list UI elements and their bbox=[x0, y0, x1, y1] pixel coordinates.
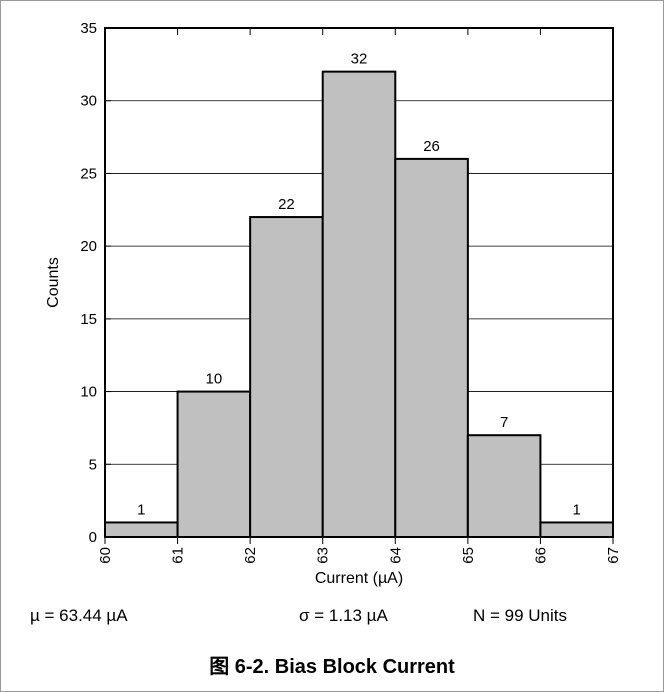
y-tick-label: 10 bbox=[80, 384, 97, 401]
bar-value-label: 1 bbox=[137, 501, 145, 518]
x-tick-label: 62 bbox=[242, 547, 259, 564]
histogram-bar bbox=[321, 70, 397, 538]
bar-value-label: 22 bbox=[278, 196, 295, 213]
plot-border bbox=[104, 27, 614, 538]
x-tick-label: 67 bbox=[605, 547, 622, 564]
x-tick-label: 60 bbox=[97, 547, 114, 564]
x-tick-label: 61 bbox=[170, 547, 187, 564]
mean-stat: µ = 63.44 µA bbox=[30, 606, 128, 625]
x-tick-label: 63 bbox=[315, 547, 332, 564]
y-tick-label: 30 bbox=[80, 93, 97, 110]
x-axis-label: Current (µA) bbox=[315, 570, 403, 587]
histogram-bar bbox=[539, 521, 615, 539]
x-tick-label: 65 bbox=[460, 547, 477, 564]
bar-value-label: 10 bbox=[206, 371, 223, 388]
sample-count-stat: N = 99 Units bbox=[473, 606, 568, 625]
bar-value-label: 7 bbox=[500, 414, 508, 431]
histogram-bar bbox=[249, 216, 324, 539]
bar-value-label: 1 bbox=[573, 501, 581, 518]
sigma-stat: σ = 1.13 µA bbox=[299, 606, 388, 625]
y-axis-label: Counts bbox=[45, 257, 62, 308]
y-tick-label: 20 bbox=[80, 238, 97, 255]
histogram-chart: 0 5 10 15 20 25 30 35 1 10 22 32 26 7 1 60 61 62 63 64 65 66 6… bbox=[45, 20, 622, 587]
bar-value-label: 32 bbox=[351, 51, 368, 68]
y-tick-label: 0 bbox=[89, 529, 97, 546]
figure-caption: 图 6-2. Bias Block Current bbox=[209, 656, 455, 678]
bars bbox=[104, 70, 615, 539]
histogram-bar bbox=[466, 434, 542, 539]
bar-value-label: 26 bbox=[423, 138, 440, 155]
labels: 0 5 10 15 20 25 30 35 1 10 22 32 26 7 1 60 61 62 63 64 65 66 6… bbox=[45, 20, 622, 587]
x-tick-label: 66 bbox=[532, 547, 549, 564]
y-tick-label: 15 bbox=[80, 311, 97, 328]
histogram-bar bbox=[104, 521, 179, 539]
ticks bbox=[104, 27, 614, 544]
x-tick-label: 64 bbox=[387, 547, 404, 564]
y-tick-label: 5 bbox=[89, 456, 97, 473]
y-tick-label: 35 bbox=[80, 20, 97, 37]
y-tick-label: 25 bbox=[80, 165, 97, 182]
histogram-bar bbox=[394, 157, 469, 538]
histogram-bar bbox=[176, 390, 252, 539]
